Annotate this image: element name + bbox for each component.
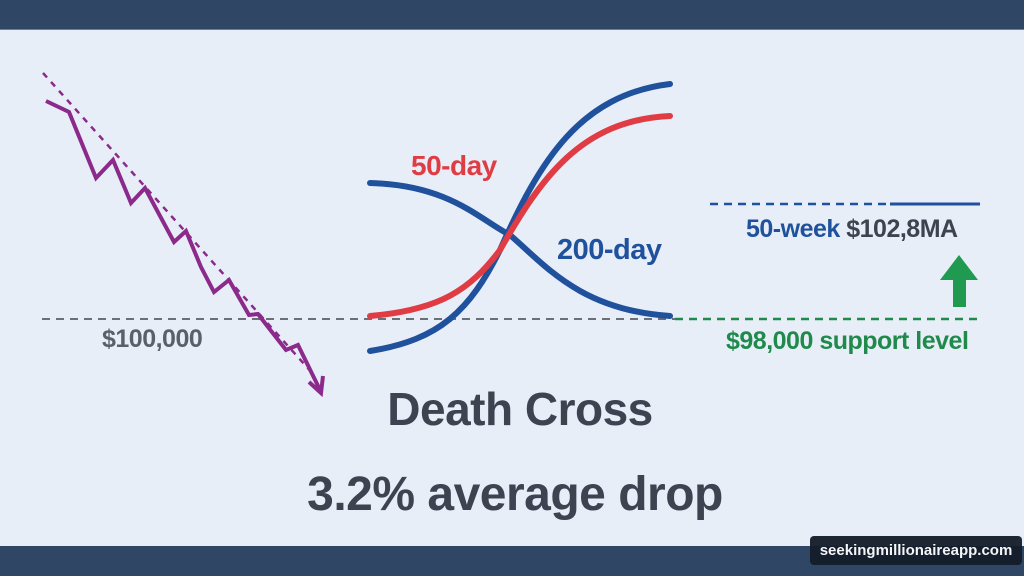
- ma-week-label: 50-week $102,8MA: [746, 215, 958, 244]
- ma-50-curve: [367, 113, 673, 319]
- ma-200-label: 200-day: [557, 234, 662, 266]
- ma-week-prefix: 50-week: [746, 215, 840, 243]
- price-level-label: $100,000: [102, 325, 203, 353]
- title-line2: 3.2% average drop: [307, 468, 723, 521]
- watermark: seekingmillionaireapp.com: [810, 536, 1022, 565]
- trend-line: [42, 72, 315, 376]
- title-line1: Death Cross: [387, 383, 653, 435]
- ma-50-label: 50-day: [411, 150, 497, 181]
- ma-week-value: $102,8MA: [846, 215, 958, 243]
- support-label: $98,000 support level: [726, 327, 969, 355]
- up-arrow-icon: [940, 255, 978, 307]
- down-arrow-icon: [307, 375, 325, 398]
- top-bar: [0, 0, 1024, 30]
- price-line: [45, 99, 323, 393]
